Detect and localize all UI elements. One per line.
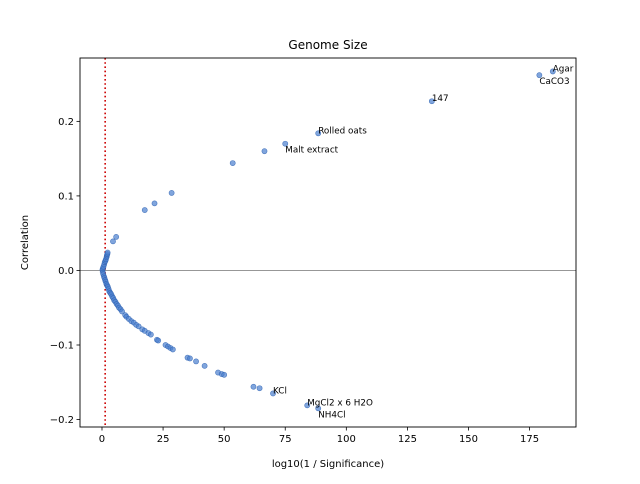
data-point: [110, 238, 116, 245]
data-point: [270, 390, 276, 397]
x-tick-label: 125: [398, 434, 417, 445]
y-tick-label: 0.0: [58, 266, 74, 277]
point-annotation: CaCO3: [539, 77, 569, 87]
data-point: [151, 200, 158, 207]
data-point: [536, 72, 543, 79]
x-tick-label: 150: [459, 434, 478, 445]
y-tick-label: −0.1: [50, 341, 74, 352]
point-annotation: 147: [432, 94, 449, 104]
point-annotation: Agar: [553, 64, 574, 74]
data-point: [256, 385, 263, 392]
x-tick-label: 50: [218, 434, 231, 445]
data-point: [135, 323, 142, 330]
axis-ticks: 0 25 50 75 100 125 150 175 −0.2 −0.1 0.0 0.1 0.2: [50, 117, 539, 445]
data-point: [193, 358, 199, 365]
data-point: [261, 148, 268, 155]
point-annotation: NH4Cl: [318, 410, 345, 420]
point-annotation: Rolled oats: [318, 126, 367, 136]
chart-title: Genome Size: [288, 38, 367, 52]
data-point: [282, 140, 289, 147]
data-point: [549, 68, 556, 75]
data-point: [304, 402, 311, 409]
data-point: [229, 160, 236, 167]
data-point: [113, 234, 120, 240]
y-tick-label: 0.2: [58, 117, 74, 128]
plot-area: Agar CaCO3 147 Rolled oats Malt extract KCl Mg…: [80, 58, 576, 427]
data-point: [221, 371, 228, 378]
y-tick-label: 0.1: [58, 191, 74, 202]
data-point: [168, 190, 175, 196]
data-point: [119, 308, 125, 315]
x-axis-label: log10(1 / Significance): [272, 459, 384, 470]
data-point: [315, 130, 322, 137]
x-tick-label: 25: [157, 434, 170, 445]
data-point: [169, 346, 176, 353]
y-axis-label: Correlation: [20, 215, 31, 270]
point-annotation: KCl: [273, 386, 287, 396]
data-point: [155, 337, 162, 344]
data-point: [104, 249, 111, 256]
data-point: [250, 383, 257, 390]
data-point: [141, 207, 148, 213]
data-point: [187, 355, 193, 362]
x-tick-label: 75: [279, 434, 292, 445]
y-tick-label: −0.2: [50, 415, 74, 426]
data-point: [315, 405, 322, 412]
point-annotation: Malt extract: [285, 146, 338, 156]
data-point: [147, 331, 154, 338]
point-annotation: MgCl2 x 6 H2O: [307, 398, 373, 408]
data-point: [201, 362, 208, 369]
x-tick-label: 175: [520, 434, 539, 445]
data-point: [428, 98, 435, 105]
axes-frame: [79, 57, 577, 428]
x-tick-label: 100: [337, 434, 356, 445]
x-tick-label: 0: [99, 434, 105, 445]
